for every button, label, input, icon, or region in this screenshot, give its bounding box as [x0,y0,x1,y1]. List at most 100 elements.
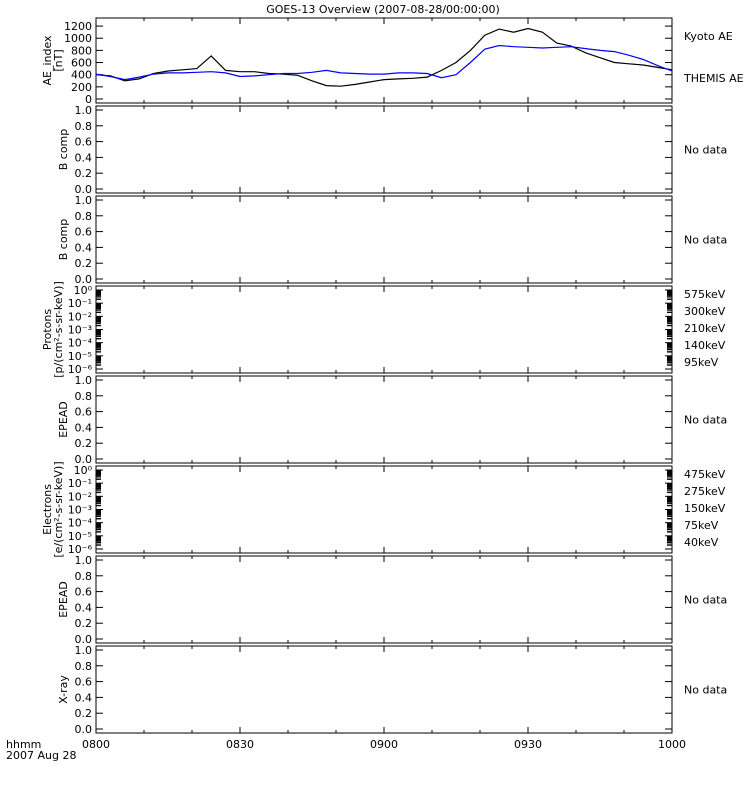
ytick-label: 10⁻⁶ [68,543,93,556]
ytick-label: 0.2 [75,167,93,180]
ytick-label: 10⁻⁵ [68,530,92,543]
status-no-data: No data [684,684,727,697]
time-axis: 0800 0830 0900 0930 1000 [82,738,686,751]
ytick-label: 10⁻² [68,490,92,503]
ytick-label: 0.2 [75,707,93,720]
xtick-label: 0830 [226,738,254,751]
ytick-label: 0.0 [75,273,93,286]
corner-label-date: 2007 Aug 28 [6,749,76,762]
ylabel-primary: EPEAD [57,581,70,618]
legend-entry: 575keV [684,288,726,301]
ylabel-primary: B comp [57,129,70,171]
ytick-label: 0.8 [75,660,93,673]
legend-entry: 95keV [684,356,719,369]
ytick-label: 600 [71,57,92,70]
ytick-label: 0.6 [75,226,93,239]
legend-entry: 475keV [684,468,726,481]
ytick-label: 1.0 [75,554,93,567]
ylabel-units: [nT] [52,49,65,71]
ytick-label: 200 [71,81,92,94]
ytick-label: 0.0 [75,723,93,736]
ylabel-units: [e/(cm²-s-sr-keV)] [52,461,65,557]
ytick-label: 0.4 [75,151,93,164]
ytick-label: 10⁻³ [68,504,92,517]
status-no-data: No data [684,234,727,247]
ytick-label: 800 [71,44,92,57]
series-line-themis-ae [95,44,673,81]
ytick-label: 0.6 [75,136,93,149]
panel-frame [95,105,673,194]
panel-epead2: 0.0 0.2 0.4 0.6 0.8 1.0 EPEAD No data [57,554,727,646]
ytick-label: 10⁻⁶ [68,363,93,376]
ytick-label: 1200 [64,20,92,33]
ytick-label: 0.4 [75,601,93,614]
ytick-label: 1.0 [75,104,93,117]
ytick-label: 0.2 [75,437,93,450]
ytick-label: 0.2 [75,617,93,630]
ylabel-primary: Protons [41,309,54,350]
ytick-label: 0.6 [75,406,93,419]
legend-entry: 40keV [684,536,719,549]
legend-kyoto-ae: Kyoto AE [684,30,733,43]
panel-frame [95,555,673,644]
xtick-label: 1000 [658,738,686,751]
ytick-label: 0.6 [75,676,93,689]
legend-themis-ae: THEMIS AE [683,72,744,85]
ytick-label: 10⁰ [74,464,93,477]
panel-frame [95,375,673,464]
ytick-label: 0.6 [75,586,93,599]
ytick-label: 0.0 [75,633,93,646]
ytick-label: 0.8 [75,570,93,583]
ytick-label: 0.0 [75,183,93,196]
status-no-data: No data [684,594,727,607]
ytick-label: 0.0 [75,453,93,466]
ytick-label: 0.2 [75,257,93,270]
ylabel-primary: B comp [57,219,70,261]
ytick-label: 0.4 [75,691,93,704]
ytick-label: 10⁰ [74,284,93,297]
legend-entry: 300keV [684,305,726,318]
ylabel-primary: AE_index [41,35,54,86]
ytick-label: 10⁻⁵ [68,350,92,363]
legend-entry: 150keV [684,502,726,515]
panel-frame [95,465,673,554]
panel-frame [95,195,673,284]
ytick-label: 10⁻⁴ [68,337,93,350]
ytick-label: 1000 [64,32,92,45]
ytick-label: 400 [71,69,92,82]
figure-title: GOES-13 Overview (2007-08-28/00:00:00) [266,3,499,16]
panel-bcomp2: 0.0 0.2 0.4 0.6 0.8 1.0 B comp No data [57,194,727,286]
xtick-label: 0800 [82,738,110,751]
ytick-label: 10⁻¹ [68,297,92,310]
ytick-label: 0.8 [75,210,93,223]
ylabel-primary: EPEAD [57,401,70,438]
ytick-label: 1.0 [75,644,93,657]
legend-entry: 210keV [684,322,726,335]
legend-entry: 275keV [684,485,726,498]
ylabel-primary: X-ray [57,675,70,704]
panel-frame [95,17,673,104]
status-no-data: No data [684,144,727,157]
series-line-kyoto-ae [95,27,673,87]
legend-entry: 75keV [684,519,719,532]
corner-label-hhmm: hhmm [6,738,41,751]
ytick-label: 0 [85,93,92,106]
panel-bcomp1: 0.0 0.2 0.4 0.6 0.8 1.0 B comp No data [57,104,727,196]
ytick-label: 0.4 [75,421,93,434]
ytick-label: 10⁻¹ [68,477,92,490]
legend-entry: 140keV [684,339,726,352]
ytick-label: 10⁻⁴ [68,517,93,530]
panel-frame [95,285,673,374]
panel-epead1: 0.0 0.2 0.4 0.6 0.8 1.0 EPEAD No data [57,374,727,466]
ytick-label: 0.4 [75,241,93,254]
ytick-label: 1.0 [75,374,93,387]
panel-frame [95,645,673,734]
ytick-label: 10⁻³ [68,324,92,337]
ytick-label: 0.8 [75,390,93,403]
xtick-label: 0930 [514,738,542,751]
